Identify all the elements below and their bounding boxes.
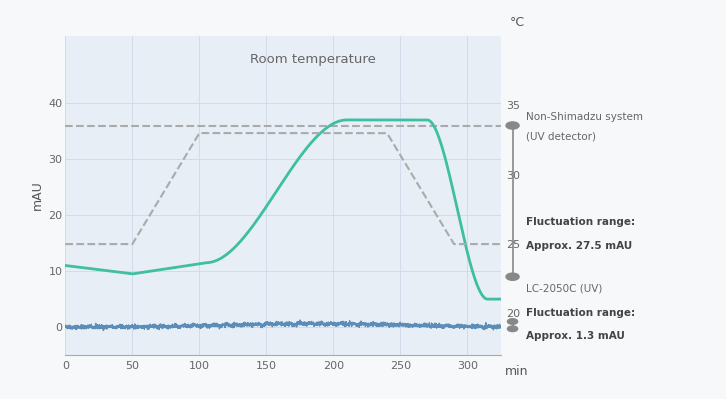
Text: °C: °C — [510, 16, 525, 29]
Text: (UV detector): (UV detector) — [526, 131, 596, 142]
Text: LC-2050C (UV): LC-2050C (UV) — [526, 284, 603, 294]
Text: Fluctuation range:: Fluctuation range: — [526, 308, 635, 318]
Text: min: min — [505, 365, 529, 377]
Text: Non-Shimadzu system: Non-Shimadzu system — [526, 111, 643, 122]
Text: Approx. 1.3 mAU: Approx. 1.3 mAU — [526, 332, 625, 342]
Y-axis label: mAU: mAU — [31, 181, 44, 210]
Text: Approx. 27.5 mAU: Approx. 27.5 mAU — [526, 241, 632, 251]
Text: Room temperature: Room temperature — [250, 53, 376, 66]
Text: Fluctuation range:: Fluctuation range: — [526, 217, 635, 227]
